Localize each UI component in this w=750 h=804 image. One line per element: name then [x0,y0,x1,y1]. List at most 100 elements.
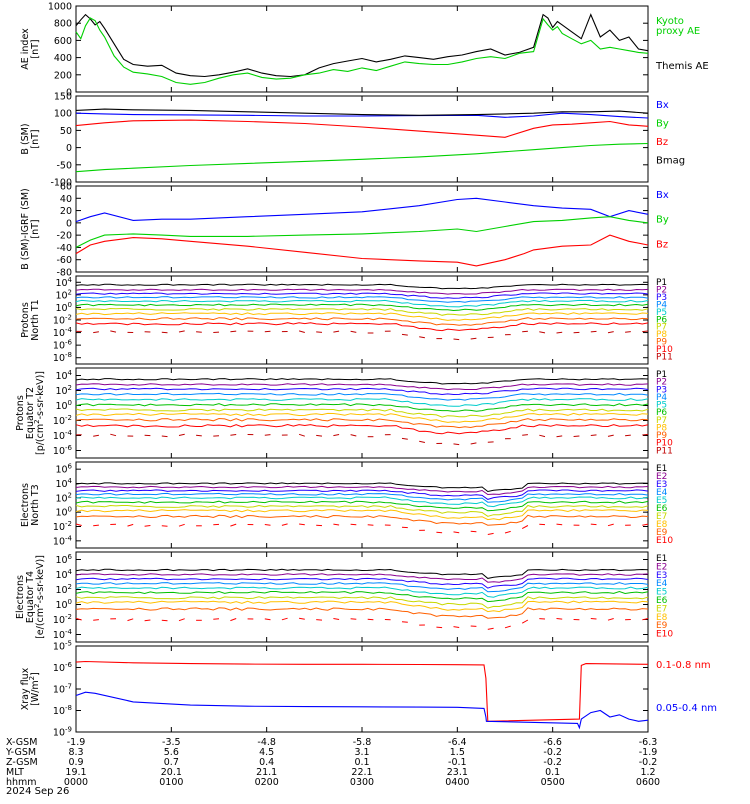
channel-line-p11 [351,435,357,436]
y-tick-label: 10-6 [53,661,73,674]
y-tick-label: 1000 [48,2,72,13]
channel-line-p11 [608,435,614,436]
channel-line-e10 [299,618,305,619]
channel-line-e10 [128,619,134,621]
channel-line-p11 [557,332,563,333]
y-axis-label: North T3 [30,484,41,525]
x-axis-tick-value: 0600 [636,777,660,788]
y-tick-label: 10-4 [53,429,73,442]
y-tick-label: 600 [54,36,72,47]
legend-entry: P11 [656,353,673,363]
series-line-themis-ae [76,15,648,77]
series-line-bz [76,235,648,266]
legend-entry: Bx [656,190,669,201]
series-line-kyoto-proxy-ae [76,18,648,84]
channel-line-e9 [76,515,648,525]
channel-line-p11 [608,332,614,333]
y-tick-label: 800 [54,19,72,30]
y-tick-label: 102 [55,583,72,596]
legend-entry: Bmag [656,156,685,167]
y-tick-label: 10-8 [53,351,72,364]
channel-line-e10 [591,619,597,620]
series-line-bz [76,120,648,137]
y-tick-label: 150 [54,92,72,103]
y-tick-label: 20 [60,206,72,217]
y-tick-label: 10-2 [53,414,72,427]
y-tick-label: 10-7 [53,683,72,696]
channel-line-p11 [316,435,322,436]
y-axis-label: [e/(cm2-s-sr-keV)] [33,555,46,639]
channel-line-p11 [93,435,99,436]
channel-line-p11 [230,331,236,332]
channel-line-p11 [471,338,477,339]
channel-line-p11 [642,434,648,435]
y-tick-label: 10-4 [53,534,73,547]
series-line-bx [76,198,648,221]
channel-line-p11 [471,443,477,444]
channel-line-e10 [505,626,511,628]
channel-line-p11 [265,331,271,332]
channel-line-e10 [333,524,339,525]
y-tick-label: 10-8 [53,704,72,717]
plot-frame [76,186,648,272]
y-tick-label: 10-6 [53,444,73,457]
y-tick-label: 106 [55,463,72,476]
legend-entry: 0.05-0.4 nm [656,703,717,714]
channel-line-p11 [162,332,168,333]
x-axis-tick-value: 0500 [541,777,565,788]
legend-entry: 0.1-0.8 nm [656,660,711,671]
x-axis-tick-value: 0400 [445,777,469,788]
legend-entry: P11 [656,446,673,456]
channel-line-e10 [488,628,494,629]
legend-entry: By [656,119,669,130]
channel-line-p11 [642,331,648,332]
series-line-0-05-0-4-nm [76,692,648,728]
y-tick-label: 106 [55,553,72,566]
series-line-bx [76,113,648,118]
channel-line-p11 [265,435,271,436]
channel-line-e10 [265,525,271,526]
x-axis-tick-value: 0300 [350,777,374,788]
channel-line-e10 [591,524,597,525]
channel-line-e10 [488,533,494,534]
y-tick-label: 100 [55,598,72,611]
channel-line-e10 [454,627,460,628]
legend-entry: Bx [656,100,669,111]
channel-line-p11 [625,435,631,436]
legend-entry: proxy AE [656,26,700,37]
y-axis-label: North T1 [30,299,41,340]
y-tick-label: 10-4 [53,326,73,339]
y-tick-label: 0 [66,218,72,229]
channel-line-p11 [179,434,185,435]
channel-line-e10 [265,619,271,620]
channel-line-p11 [419,337,425,338]
y-tick-label: -20 [56,231,72,242]
y-axis-label: [nT] [30,39,41,58]
y-tick-label: 200 [54,70,72,81]
channel-line-e10 [128,524,134,526]
y-tick-label: 102 [55,491,72,504]
channel-line-e10 [608,619,614,621]
channel-line-e10 [162,526,168,527]
channel-line-e10 [608,524,614,526]
channel-line-p11 [402,334,408,335]
channel-line-p10 [76,425,648,434]
channel-line-p11 [299,331,305,333]
y-tick-label: -50 [56,160,72,171]
y-tick-label: 104 [55,477,72,490]
y-tick-label: 50 [60,126,72,137]
y-tick-label: 104 [55,369,72,382]
channel-line-p11 [110,331,116,332]
channel-line-e10 [436,627,442,628]
channel-line-e10 [368,525,374,526]
channel-line-e10 [230,619,236,621]
channel-line-e10 [522,526,528,529]
channel-line-p11 [419,441,425,442]
channel-line-p8 [76,413,648,422]
y-tick-label: 10-6 [53,339,73,352]
series-line-by [76,217,648,248]
